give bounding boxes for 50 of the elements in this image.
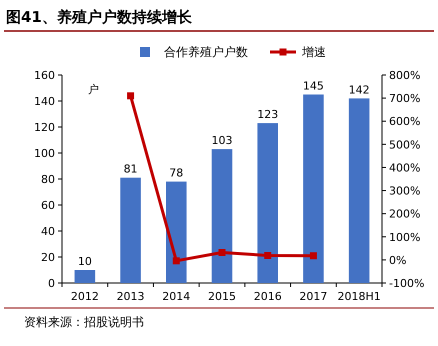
bar — [212, 149, 232, 283]
y2-tick-label: 0% — [389, 254, 406, 267]
bar — [348, 98, 370, 283]
y2-tick-label: 400% — [389, 161, 420, 174]
bar — [257, 123, 278, 283]
y-axis-title: 户 — [88, 83, 99, 96]
text: 资料来源：招股说明书 — [24, 315, 144, 329]
y-tick-label: 0 — [48, 277, 55, 290]
y2-tick-label: 100% — [389, 230, 420, 244]
point — [218, 248, 226, 256]
data-label: 81 — [124, 162, 138, 176]
y-tick-label: 60 — [41, 199, 55, 212]
y2-tick-label: 300% — [389, 184, 420, 198]
data-label: 103 — [212, 134, 232, 148]
x-tick-label: 2016 — [254, 290, 282, 303]
chart-title: 图41、养殖户户数持续增长 — [6, 8, 193, 26]
data-label: 123 — [257, 108, 278, 122]
data-label: 78 — [169, 166, 184, 180]
y-tick-label: 80 — [41, 173, 55, 186]
y2-tick-label: 200% — [389, 208, 420, 221]
y-tick-label: 100 — [34, 147, 55, 160]
y-tick-label: 120 — [34, 121, 55, 134]
bar — [166, 182, 187, 283]
point — [172, 257, 180, 264]
point — [264, 252, 272, 259]
point — [127, 92, 134, 100]
y-tick-label: 40 — [41, 225, 55, 238]
x-tick-label: 2018H1 — [338, 290, 381, 303]
x-tick-label: 2017 — [299, 290, 328, 303]
x-tick-label: 2012 — [70, 290, 99, 303]
legend-label: 合作养殖户户数 — [164, 45, 248, 59]
bar — [303, 94, 324, 283]
y-tick-label: 160 — [34, 69, 55, 82]
point — [310, 252, 317, 260]
data-label: 142 — [348, 83, 370, 96]
x-tick-label: 2015 — [208, 290, 236, 303]
y-tick-label: 140 — [34, 95, 55, 108]
y2-tick-label: -100% — [389, 277, 424, 290]
x-tick-label: 2014 — [162, 290, 190, 303]
bar — [120, 178, 141, 283]
bar — [74, 270, 96, 283]
y2-tick-label: 800% — [389, 69, 420, 82]
x-tick-label: 2013 — [116, 290, 145, 303]
y-tick-label: 20 — [41, 251, 55, 264]
y2-tick-label: 700% — [389, 92, 420, 106]
legend-label: 增速 — [301, 45, 326, 59]
data-label: 10 — [78, 255, 92, 268]
data-label: 145 — [302, 80, 324, 92]
y2-tick-label: 500% — [389, 138, 420, 152]
y2-tick-label: 600% — [389, 115, 420, 128]
